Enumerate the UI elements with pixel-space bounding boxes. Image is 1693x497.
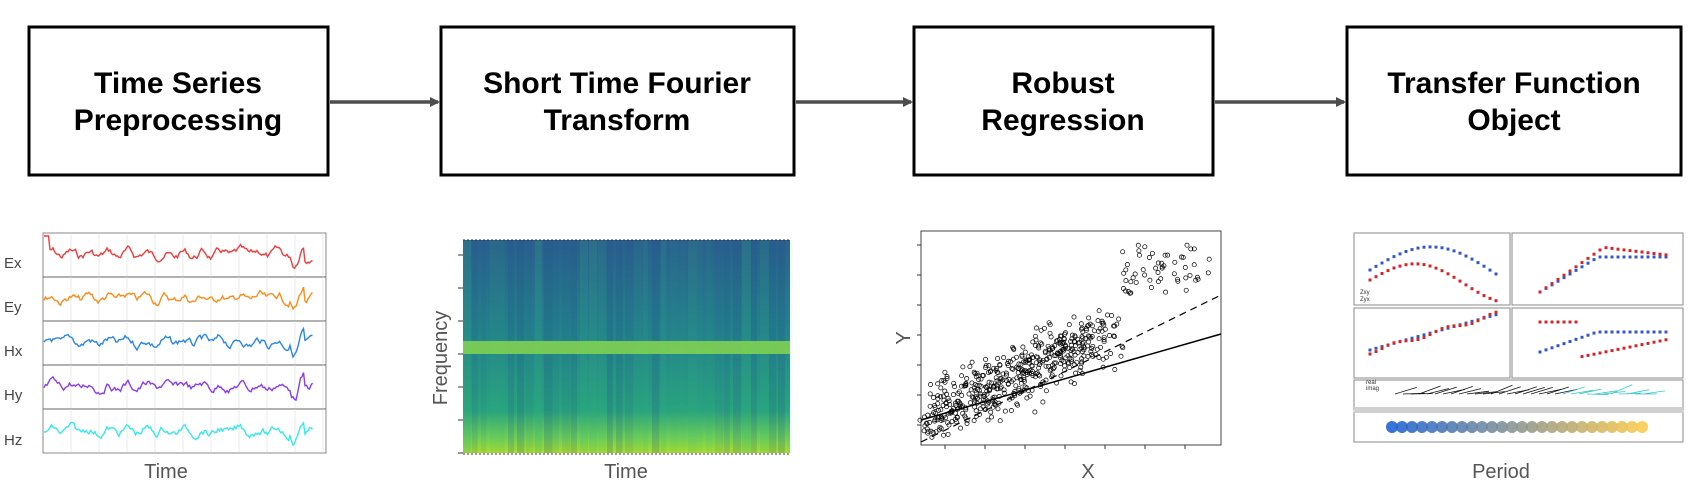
step-4-line-1: Transfer Function: [1387, 67, 1640, 100]
spectrogram-band: [463, 341, 790, 354]
regression-ylabel: Y: [893, 331, 915, 344]
ols-fit-line: [920, 294, 1222, 443]
step-2-line-2: Transform: [544, 104, 691, 137]
tf-legend-imag: imag: [1366, 386, 1379, 392]
transfer-xlabel: Period: [1472, 461, 1530, 483]
step-box-4: Transfer Function Object: [1345, 25, 1683, 177]
step-box-1: Time Series Preprocessing: [27, 25, 330, 177]
trace-hy: [43, 372, 314, 401]
step-1-line-1: Time Series: [94, 67, 262, 100]
step-4-line-2: Object: [1467, 104, 1560, 137]
spectrogram-ylabel: Frequency: [430, 311, 452, 406]
step-box-2: Short Time Fourier Transform: [439, 25, 796, 177]
tf-subplot-4: [1511, 307, 1684, 379]
channel-label-hx: Hx: [4, 343, 23, 360]
tf-legend-zyx: Zyx: [1360, 297, 1370, 303]
trace-ey: [43, 286, 313, 311]
channel-label-hz: Hz: [4, 432, 22, 449]
channel-label-ey: Ey: [4, 299, 22, 316]
step-2-line-1: Short Time Fourier: [483, 67, 751, 100]
trace-hx: [43, 326, 313, 359]
step-3-line-2: Regression: [981, 104, 1144, 137]
step-box-3: Robust Regression: [912, 25, 1215, 177]
regression-panel: X Y: [893, 230, 1222, 483]
channel-label-ex: Ex: [4, 255, 22, 272]
channel-label-hy: Hy: [4, 387, 23, 404]
regression-xlabel: X: [1081, 461, 1094, 483]
tf-legend-real: real: [1366, 380, 1376, 386]
trace-ex: [44, 235, 313, 270]
robust-fit-line: [920, 333, 1222, 421]
trace-hz: [43, 420, 313, 447]
tf-subplot-1: [1353, 232, 1511, 306]
spectrogram-xlabel: Time: [604, 461, 648, 483]
timeseries-xlabel: Time: [144, 461, 188, 483]
tf-legend-zxy: Zxy: [1360, 290, 1370, 296]
tf-subplot-3: [1353, 307, 1511, 379]
transfer-panel: Zxy Zyx real imag Period: [1353, 232, 1684, 483]
step-3-line-1: Robust: [1011, 67, 1114, 100]
step-1-line-2: Preprocessing: [74, 104, 282, 137]
spectrogram-panel: Time Frequency: [430, 239, 793, 483]
tf-subplot-5: [1353, 379, 1684, 411]
tf-subplot-2: [1511, 232, 1684, 306]
timeseries-panel: Ex Ey Hx Hy Hz Time: [4, 232, 327, 483]
